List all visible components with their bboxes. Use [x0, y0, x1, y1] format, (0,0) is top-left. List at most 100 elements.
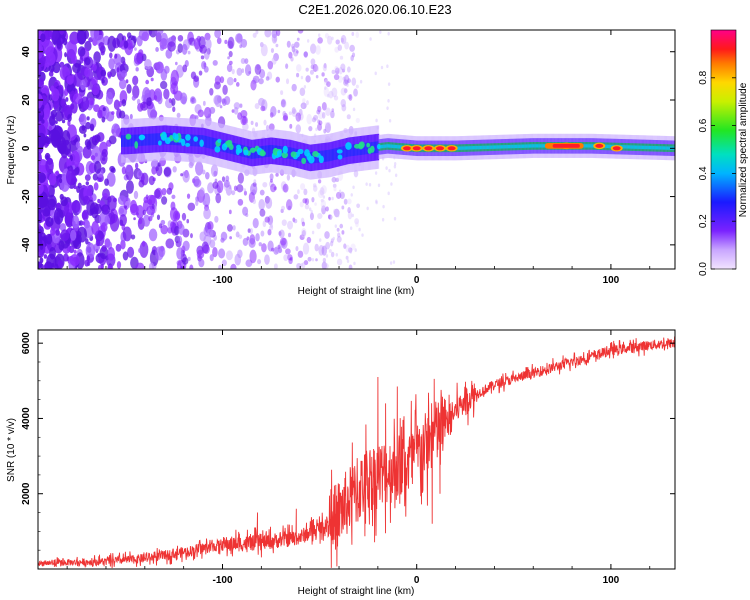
spectrogram-noise-cell: [317, 123, 322, 131]
spectrogram-band-blob: [281, 151, 288, 159]
spectrogram-band-center: [513, 144, 516, 149]
spectrogram-noise-cell: [273, 186, 277, 191]
spectrogram-noise-cell: [328, 90, 334, 99]
spectrogram-band-center: [664, 146, 666, 150]
spectrogram-noise-cell: [338, 189, 342, 194]
spectrogram-noise-cell: [341, 37, 344, 43]
spectrogram-noise-cell: [72, 62, 81, 74]
spectrogram-y-axis-label: Frequency (Hz): [6, 116, 17, 185]
spectrogram-noise-cell: [390, 182, 393, 186]
spectrogram-noise-cell: [121, 99, 127, 107]
spectrogram-noise-cell: [178, 223, 185, 236]
spectrogram-noise-cell: [216, 37, 222, 45]
spectrogram-noise-cell: [309, 212, 314, 221]
spectrogram-noise-cell: [315, 127, 318, 132]
spectrogram-noise-cell: [86, 255, 91, 262]
spectrogram-noise-cell: [241, 68, 245, 74]
spectrogram-noise-cell: [377, 183, 381, 188]
spectrogram-band-core: [155, 133, 158, 145]
spectrogram-noise-cell: [166, 187, 173, 195]
spectrogram-noise-cell: [290, 56, 294, 62]
spectrogram-noise-cell: [303, 260, 309, 266]
spectrogram-noise-cell: [298, 108, 303, 116]
spectrogram-noise-cell: [322, 257, 327, 263]
spectrogram-band-center: [652, 145, 655, 150]
spectrogram-noise-cell: [70, 105, 74, 110]
spectrogram-noise-cell: [299, 234, 305, 241]
spectrogram-noise-cell: [62, 37, 68, 46]
spectrogram-band-core: [271, 145, 274, 157]
spectrogram-band-center: [608, 144, 610, 149]
spectrogram-noise-cell: [270, 247, 275, 252]
spectrogram-noise-cell: [146, 96, 152, 107]
spectrogram-noise-cell: [209, 87, 214, 96]
spectrogram-band-center: [637, 145, 640, 149]
spectrogram-band-center: [589, 144, 592, 148]
spectrogram-noise-cell: [45, 233, 53, 245]
spectrogram-noise-cell: [151, 203, 155, 210]
spectrogram-noise-cell: [286, 254, 293, 261]
spectrogram-noise-cell: [322, 63, 328, 72]
spectrogram-band-blob: [243, 149, 249, 156]
spectrogram-noise-cell: [111, 123, 121, 137]
spectrogram-noise-cell: [324, 32, 329, 39]
spectrogram-band-center: [504, 145, 507, 149]
spectrogram-noise-cell: [303, 51, 309, 58]
spectrogram-noise-cell: [85, 181, 89, 186]
spectrogram-band-center: [493, 145, 496, 149]
spectrogram-noise-cell: [270, 106, 277, 117]
colorbar-ticks: 0.0 0.2 0.4 0.6 0.8: [698, 70, 736, 276]
spectrogram-band-core: [154, 133, 157, 145]
spectrogram-noise-cell: [339, 191, 345, 200]
spectrogram-band-center: [622, 145, 624, 149]
spectrogram-noise-cell: [163, 88, 170, 100]
spectrogram-band-blob: [217, 138, 222, 143]
spectrogram-band-blob: [318, 155, 324, 164]
spectrogram-noise-cell: [302, 198, 308, 204]
spectrogram-noise-cell: [125, 164, 132, 173]
spectrogram-noise-cell: [101, 116, 106, 123]
page-title: C2E1.2026.020.06.10.E23: [298, 2, 452, 17]
spectrogram-noise-cell: [54, 263, 59, 269]
spectrogram-band-core: [234, 143, 236, 155]
spectrogram-noise-cell: [252, 75, 260, 84]
spectrogram-band-core: [324, 150, 327, 162]
spectrogram-band-center: [633, 145, 636, 149]
spectrogram-noise-cell: [382, 204, 385, 209]
spectrogram-band-core: [330, 149, 333, 161]
spectrogram-noise-cell: [170, 221, 175, 229]
spectrogram-noise-cell: [160, 224, 169, 235]
spectrogram-noise-cell: [334, 67, 340, 76]
spectrogram-band-core: [361, 143, 363, 155]
spectrogram-noise-cell: [216, 180, 224, 194]
spectrogram-noise-cell: [85, 121, 91, 130]
spectrogram-band-core: [132, 134, 135, 147]
spectrogram-noise-cell: [278, 248, 283, 253]
spectrogram-noise-cell: [337, 75, 343, 83]
spectrogram-band-center: [505, 145, 508, 149]
spectrogram-noise-cell: [341, 205, 345, 210]
spectrogram-noise-cell: [203, 66, 209, 73]
spectrogram-noise-cell: [343, 88, 348, 94]
spectrogram-noise-cell: [208, 113, 212, 118]
snr-y-tick-label: 4000: [21, 407, 32, 430]
spectrogram-noise-cell: [118, 78, 127, 90]
spectrogram-band-core: [208, 136, 211, 149]
spectrogram-noise-cell: [231, 266, 235, 269]
spectrogram-band-blob: [336, 149, 343, 154]
spectrogram-noise-cell: [156, 214, 161, 221]
spectrogram-band-center: [532, 144, 535, 148]
spectrogram-noise-cell: [118, 100, 123, 107]
spectrogram-noise-cell: [335, 177, 340, 183]
spectrogram-noise-cell: [352, 107, 356, 112]
spectrogram-noise-cell: [84, 259, 90, 267]
spectrogram-noise-cell: [119, 63, 129, 74]
spectrogram-noise-cell: [381, 217, 385, 222]
spectrogram-noise-cell: [233, 106, 239, 115]
spectrogram-noise-cell: [59, 178, 63, 184]
spectrogram-noise-cell: [259, 208, 266, 217]
spectrogram-noise-cell: [50, 130, 61, 147]
spectrogram-noise-cell: [115, 243, 122, 252]
spectrogram-noise-cell: [355, 31, 360, 39]
spectrogram-noise-cell: [340, 98, 347, 108]
